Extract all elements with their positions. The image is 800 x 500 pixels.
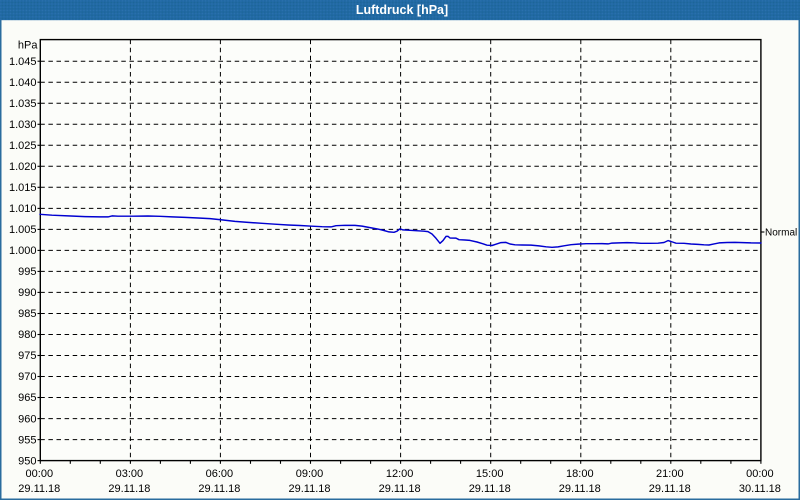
svg-text:975: 975 [18,350,36,362]
svg-text:29.11.18: 29.11.18 [288,483,330,495]
svg-text:Luftdruck [hPa]: Luftdruck [hPa] [356,3,448,17]
svg-text:00:00: 00:00 [26,468,54,480]
svg-text:955: 955 [18,434,36,446]
svg-text:29.11.18: 29.11.18 [108,483,150,495]
svg-text:1.020: 1.020 [9,161,37,173]
svg-text:1.035: 1.035 [9,98,37,110]
svg-text:Normal: Normal [765,228,797,239]
svg-text:00:00: 00:00 [746,468,774,480]
svg-text:1.025: 1.025 [9,140,37,152]
svg-text:995: 995 [18,266,36,278]
svg-text:09:00: 09:00 [296,468,324,480]
svg-text:985: 985 [18,308,36,320]
svg-text:18:00: 18:00 [566,468,594,480]
svg-text:1.005: 1.005 [9,224,37,236]
svg-text:1.040: 1.040 [9,77,37,89]
svg-text:1.000: 1.000 [9,245,37,257]
svg-text:29.11.18: 29.11.18 [469,483,511,495]
svg-text:990: 990 [18,287,36,299]
svg-text:hPa: hPa [18,40,38,52]
svg-text:1.045: 1.045 [9,56,37,68]
svg-text:03:00: 03:00 [116,468,144,480]
svg-text:29.11.18: 29.11.18 [379,483,421,495]
svg-text:960: 960 [18,413,36,425]
svg-text:29.11.18: 29.11.18 [198,483,240,495]
svg-text:15:00: 15:00 [476,468,504,480]
svg-text:29.11.18: 29.11.18 [559,483,601,495]
svg-text:12:00: 12:00 [386,468,414,480]
svg-text:1.010: 1.010 [9,203,37,215]
svg-text:06:00: 06:00 [206,468,234,480]
svg-text:30.11.18: 30.11.18 [739,483,781,495]
svg-text:965: 965 [18,392,36,404]
svg-text:29.11.18: 29.11.18 [18,483,60,495]
svg-text:970: 970 [18,371,36,383]
svg-text:1.015: 1.015 [9,182,37,194]
svg-text:1.030: 1.030 [9,119,37,131]
svg-text:21:00: 21:00 [656,468,684,480]
svg-text:950: 950 [18,455,36,467]
svg-text:980: 980 [18,329,36,341]
svg-text:29.11.18: 29.11.18 [649,483,691,495]
